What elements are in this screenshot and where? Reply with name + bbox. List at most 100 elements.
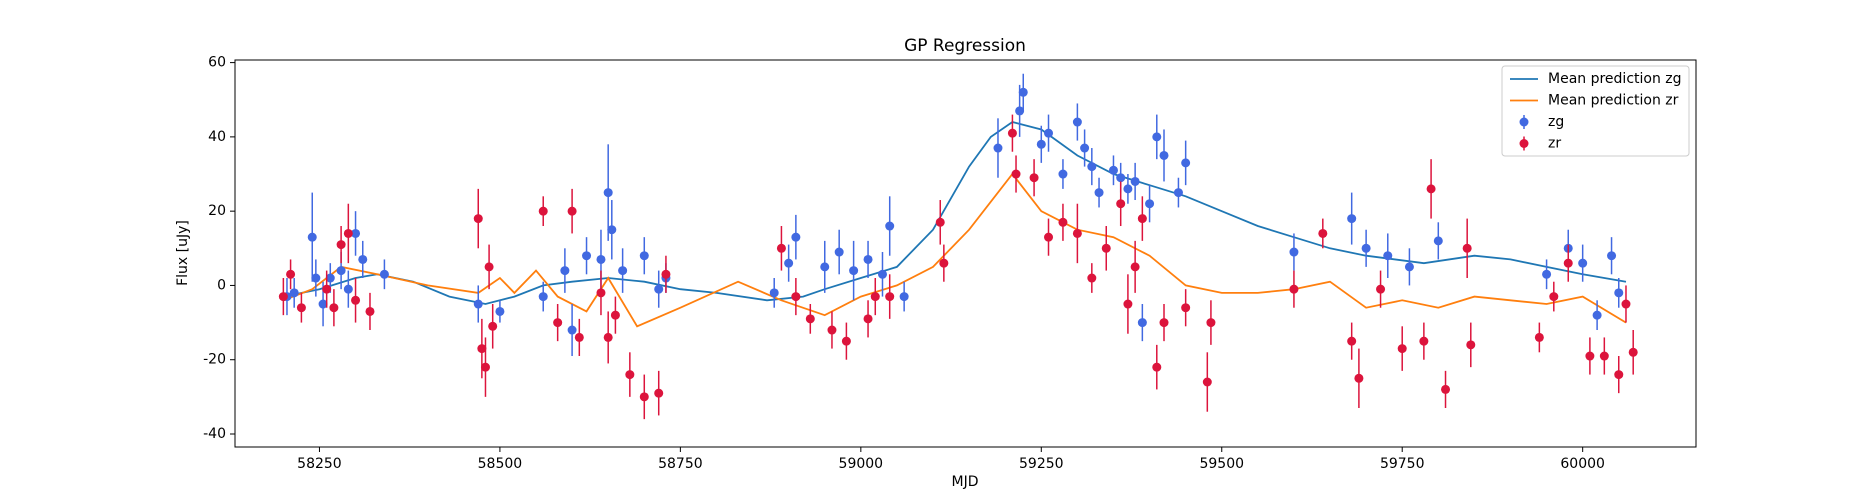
error-point <box>343 270 353 308</box>
error-point <box>336 226 346 264</box>
y-axis-label: Flux [uJy] <box>175 220 191 286</box>
error-point <box>1592 300 1602 331</box>
marker <box>661 269 671 279</box>
error-point <box>1181 289 1191 327</box>
error-point <box>1585 337 1595 375</box>
marker <box>322 284 332 294</box>
chart-title: GP Regression <box>904 36 1026 56</box>
marker <box>1318 228 1328 238</box>
error-point <box>1058 159 1068 189</box>
error-point <box>1628 330 1638 375</box>
marker <box>885 292 895 302</box>
marker <box>286 269 296 279</box>
error-point <box>495 300 505 323</box>
marker <box>351 228 361 238</box>
error-point <box>877 252 887 297</box>
marker <box>343 228 353 238</box>
error-point <box>1044 114 1054 152</box>
marker <box>776 243 786 253</box>
marker <box>1462 243 1472 253</box>
marker <box>863 254 873 264</box>
marker <box>1361 243 1371 253</box>
error-point <box>827 311 837 349</box>
error-point <box>899 281 909 312</box>
error-point <box>1108 155 1118 186</box>
marker <box>639 392 649 402</box>
error-point <box>560 248 570 293</box>
legend-label: zr <box>1548 136 1561 152</box>
marker <box>1123 184 1133 194</box>
marker <box>791 292 801 302</box>
error-point <box>1130 162 1140 201</box>
error-point <box>553 304 563 342</box>
marker <box>939 258 949 268</box>
marker <box>379 269 389 279</box>
error-point <box>1534 322 1544 353</box>
marker <box>654 284 664 294</box>
marker <box>1441 384 1451 394</box>
marker <box>1173 188 1183 198</box>
error-point <box>1011 155 1021 193</box>
x-tick-label: 59500 <box>1199 456 1244 472</box>
error-point <box>784 244 794 282</box>
error-point <box>1318 218 1328 249</box>
error-point <box>1383 233 1393 279</box>
error-point <box>1466 322 1476 368</box>
error-point <box>1036 125 1046 163</box>
marker <box>1018 87 1028 97</box>
error-point <box>1202 352 1212 412</box>
marker <box>820 262 830 272</box>
marker <box>1592 310 1602 320</box>
error-point <box>1044 218 1054 256</box>
marker <box>1397 344 1407 354</box>
legend-swatch <box>1519 139 1529 148</box>
error-point <box>311 259 321 297</box>
error-point <box>1145 185 1155 223</box>
marker <box>1087 273 1097 283</box>
error-point <box>863 240 873 279</box>
marker <box>935 217 945 227</box>
error-point <box>885 274 895 319</box>
marker <box>289 288 299 298</box>
error-point <box>289 278 299 308</box>
marker <box>1123 299 1133 309</box>
error-point <box>582 237 592 275</box>
marker <box>1058 217 1068 227</box>
marker <box>877 269 887 279</box>
marker <box>1181 303 1191 313</box>
error-point <box>935 200 945 245</box>
error-point <box>1563 244 1573 282</box>
marker <box>567 206 577 216</box>
marker <box>1202 377 1212 387</box>
marker <box>553 318 563 328</box>
marker <box>582 251 592 261</box>
marker <box>1108 165 1118 175</box>
error-point <box>484 244 494 290</box>
marker <box>1607 251 1617 261</box>
error-point <box>1152 344 1162 390</box>
error-point <box>1101 226 1111 271</box>
error-point <box>1152 114 1162 160</box>
error-point <box>1289 270 1299 308</box>
legend-label: zg <box>1548 114 1564 130</box>
marker <box>596 254 606 264</box>
marker <box>1130 176 1140 186</box>
error-point <box>1123 274 1133 334</box>
error-point <box>567 304 577 357</box>
marker <box>473 214 483 224</box>
error-point <box>993 118 1003 178</box>
error-point <box>1130 240 1140 293</box>
marker <box>625 370 635 380</box>
marker <box>325 273 335 283</box>
marker <box>488 321 498 331</box>
marker <box>1058 169 1068 179</box>
x-tick-label: 58750 <box>658 456 703 472</box>
error-point <box>480 337 490 397</box>
error-point <box>351 211 361 256</box>
marker <box>480 362 490 372</box>
marker <box>1159 318 1169 328</box>
marker <box>607 225 617 235</box>
error-point <box>473 285 483 323</box>
error-point <box>849 240 859 301</box>
